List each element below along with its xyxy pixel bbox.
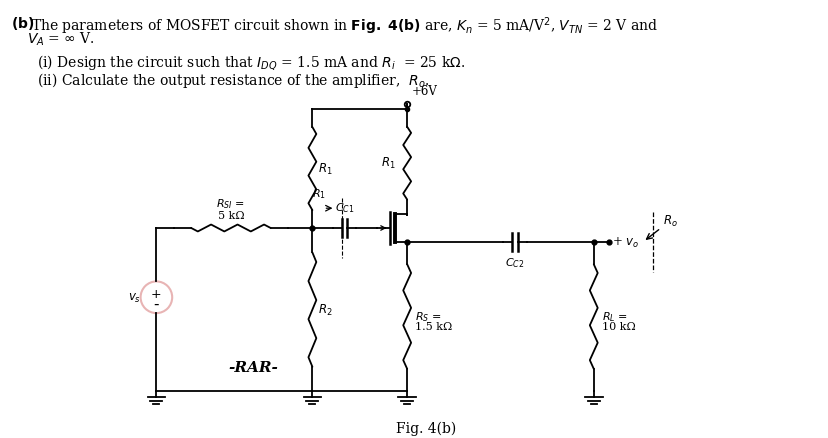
Text: $R_1$: $R_1$ [380,155,395,170]
Text: (ii) Calculate the output resistance of the amplifier,  $R_o$.: (ii) Calculate the output resistance of … [37,71,429,89]
Text: +: + [151,287,161,300]
Text: -: - [153,296,159,311]
Text: (i) Design the circuit such that $I_{DQ}$ = 1.5 mA and $R_i$  = 25 k$\Omega$.: (i) Design the circuit such that $I_{DQ}… [37,53,465,72]
Text: The parameters of MOSFET circuit shown in $\mathbf{Fig.\ 4(b)}$ are, $K_n$ = 5 m: The parameters of MOSFET circuit shown i… [31,15,657,37]
Text: 1.5 kΩ: 1.5 kΩ [415,322,452,332]
Text: $V_A$ = $\infty$ V.: $V_A$ = $\infty$ V. [27,31,95,48]
Text: 10 kΩ: 10 kΩ [601,322,634,332]
Text: $R_L$ =: $R_L$ = [601,310,627,324]
Text: $\mathbf{(b)}$: $\mathbf{(b)}$ [12,15,35,32]
Text: $C_{C1}$: $C_{C1}$ [335,201,354,215]
Text: $C_{C2}$: $C_{C2}$ [504,256,524,270]
Text: -RAR-: -RAR- [228,360,277,374]
Text: $v_s$: $v_s$ [128,291,141,304]
Text: $R_o$: $R_o$ [662,213,677,228]
Text: $R_{SI}$ =: $R_{SI}$ = [216,197,245,211]
Text: +6V: +6V [412,85,437,98]
Text: Fig. 4(b): Fig. 4(b) [395,421,455,435]
Text: 5 kΩ: 5 kΩ [218,211,244,221]
Text: $R_1$: $R_1$ [318,162,333,177]
Text: $R_1$: $R_1$ [311,187,325,201]
Text: $R_2$: $R_2$ [318,302,333,318]
Text: $R_S$ =: $R_S$ = [415,310,441,324]
Text: + $v_o$: + $v_o$ [611,235,638,249]
